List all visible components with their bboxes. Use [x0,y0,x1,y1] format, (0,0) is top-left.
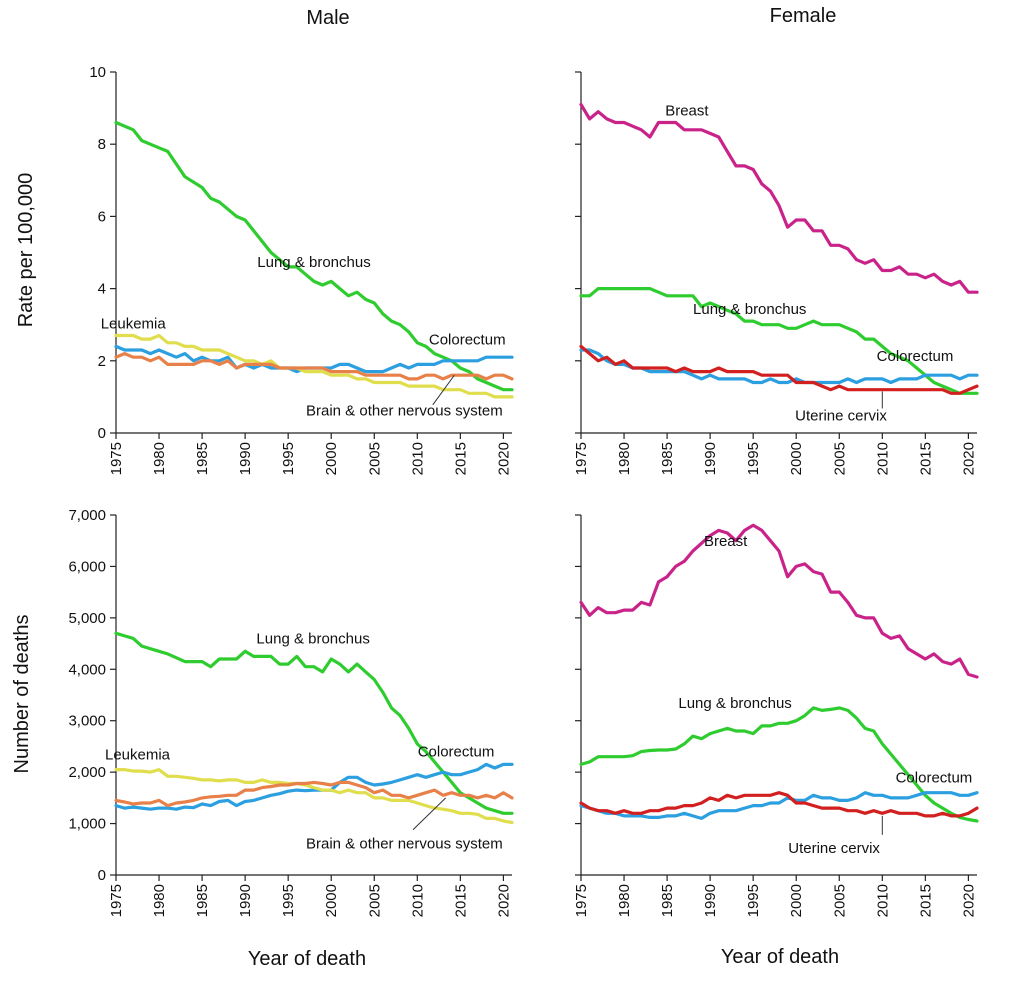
x-axis-label-female: Year of death [721,946,839,968]
panel-female-rate: 1975 1980 1985 1990 1995 2000 2005 2010 2015 2020… [573,71,979,475]
x-tick-label: 2010 [409,884,426,917]
series-line-lung-and-bronchus [579,287,979,395]
series-label-colorectum: Colorectum [418,744,495,761]
x-tick-label: 2020 [495,884,512,917]
x-tick-label: 1980 [151,884,168,917]
panel-male-deaths: 0 1,000 2,000 3,000 4,000 5,000 6,000 7,000 1975… [68,507,514,917]
y-tick-label: 7,000 [68,507,106,524]
series-label-breast: Breast [665,102,709,119]
x-tick-label: 2015 [917,442,934,475]
panel-male-rate: 0 2 4 6 8 10 1975 1980 1985 1990 1995 2000 2005 2010 2… [89,64,514,475]
x-tick-label: 1985 [659,884,676,917]
series-line-uterine-cervix [579,791,979,818]
x-tick-label: 1980 [151,442,168,475]
x-tick-label: 1995 [280,442,297,475]
x-tick-label: 1990 [702,442,719,475]
x-tick-label: 2015 [452,884,469,917]
x-tick-label: 2005 [831,442,848,475]
x-tick-label: 1990 [237,442,254,475]
series-line-brain-and-other-nervous-system [114,780,514,808]
x-tick-label: 2010 [409,442,426,475]
x-tick-label: 1990 [702,884,719,917]
series-label-lung-and-bronchus: Lung & bronchus [256,631,369,648]
x-tick-label: 2000 [788,884,805,917]
y-tick-label: 10 [89,64,106,81]
x-tick-label: 2020 [960,884,977,917]
series-line-breast [579,523,979,679]
series-label-uterine-cervix: Uterine cervix [788,840,880,857]
annotation-pointer [412,797,447,831]
y-tick-label: 6,000 [68,558,106,575]
series-label-lung-and-bronchus: Lung & bronchus [678,695,791,712]
series-label-breast: Breast [704,533,748,550]
y-tick-label: 4,000 [68,661,106,678]
x-tick-label: 2005 [366,442,383,475]
series-label-uterine-cervix: Uterine cervix [795,407,887,424]
y-axis-label-rate: Rate per 100,000 [15,173,37,328]
series-line-breast [579,102,979,294]
series-line-lung-and-bronchus [114,120,514,392]
series-line-colorectum [114,762,514,811]
y-tick-label: 2 [98,353,106,370]
x-tick-label: 1990 [237,884,254,917]
panel-female-deaths: 1975 1980 1985 1990 1995 2000 2005 2010 2015 2020… [573,514,979,917]
y-axis-label-deaths: Number of deaths [11,615,33,774]
x-tick-label: 2020 [495,442,512,475]
series-label-brain-and-other-nervous-system: Brain & other nervous system [306,403,503,420]
y-tick-label: 0 [98,425,106,442]
series-label-leukemia: Leukemia [101,315,167,332]
x-tick-label: 1980 [616,442,633,475]
series-line-leukemia [114,767,514,825]
series-line-uterine-cervix [579,344,979,395]
x-tick-label: 2015 [917,884,934,917]
annotation-pointer [432,374,455,406]
series-line-lung-and-bronchus [114,631,514,815]
series-label-lung-and-bronchus: Lung & bronchus [693,301,806,318]
series-label-lung-and-bronchus: Lung & bronchus [257,254,370,271]
x-tick-label: 1985 [659,442,676,475]
y-tick-label: 8 [98,136,106,153]
series-line-brain-and-other-nervous-system [114,352,514,381]
y-tick-label: 1,000 [68,816,106,833]
x-tick-label: 2005 [366,884,383,917]
y-tick-label: 4 [98,281,106,298]
x-tick-label: 1975 [108,442,125,475]
series-label-brain-and-other-nervous-system: Brain & other nervous system [306,835,503,852]
series-label-colorectum: Colorectum [896,769,973,786]
x-tick-label: 1985 [194,442,211,475]
x-tick-label: 1985 [194,884,211,917]
y-tick-label: 5,000 [68,610,106,627]
x-tick-label: 1995 [745,884,762,917]
x-tick-label: 2020 [960,442,977,475]
x-tick-label: 2000 [788,442,805,475]
series-label-colorectum: Colorectum [877,348,954,365]
x-tick-label: 1980 [616,884,633,917]
series-label-colorectum: Colorectum [429,332,506,349]
x-tick-label: 2010 [874,442,891,475]
x-axis-label-male: Year of death [248,948,366,970]
x-tick-label: 2010 [874,884,891,917]
series-line-colorectum [579,348,979,385]
y-tick-label: 0 [98,867,106,884]
series-line-leukemia [114,333,514,399]
series-line-colorectum [579,791,979,821]
x-tick-label: 2000 [323,884,340,917]
x-tick-label: 1975 [573,884,590,917]
y-tick-label: 6 [98,208,106,225]
column-title-male: Male [306,7,349,29]
x-tick-label: 2005 [831,884,848,917]
x-tick-label: 1995 [745,442,762,475]
series-label-leukemia: Leukemia [105,746,171,763]
column-title-female: Female [770,5,837,27]
x-tick-label: 2000 [323,442,340,475]
x-tick-label: 1975 [108,884,125,917]
x-tick-label: 2015 [452,442,469,475]
y-tick-label: 2,000 [68,764,106,781]
x-tick-label: 1995 [280,884,297,917]
x-tick-label: 1975 [573,442,590,475]
series-line-lung-and-bronchus [579,706,979,823]
y-tick-label: 3,000 [68,713,106,730]
